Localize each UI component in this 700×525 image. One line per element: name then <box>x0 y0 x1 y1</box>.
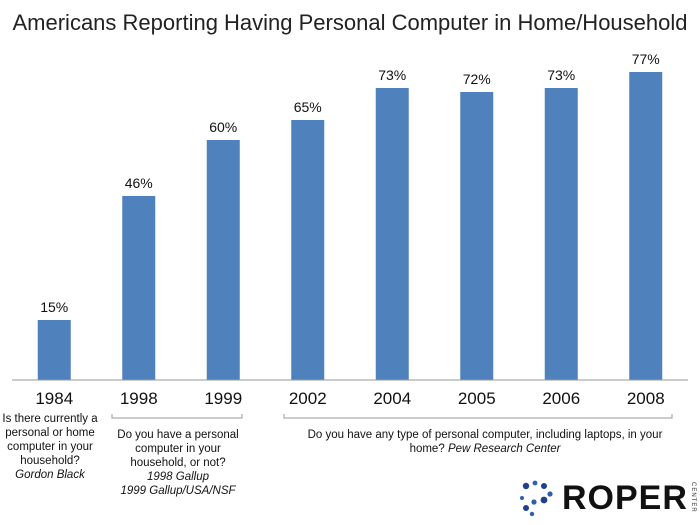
category-label-2002: 2002 <box>289 389 327 408</box>
bar-2005 <box>460 92 494 380</box>
note-1984: Is there currently a personal or home co… <box>0 412 100 482</box>
value-label-1998: 46% <box>125 175 153 191</box>
roper-logo-text: ROPER <box>562 479 688 517</box>
value-label-2006: 73% <box>547 67 575 83</box>
roper-dots-icon <box>520 480 553 517</box>
value-label-2002: 65% <box>294 99 322 115</box>
bar-2004 <box>375 88 409 380</box>
note-pew: Do you have any type of personal compute… <box>290 428 680 456</box>
category-label-1998: 1998 <box>120 389 158 408</box>
note-1984-question: Is there currently a personal or home co… <box>2 413 98 467</box>
bar-1984 <box>37 320 71 380</box>
note-pew-question: Do you have any type of personal compute… <box>307 429 663 455</box>
note-pew-source: Pew Research Center <box>447 443 561 455</box>
category-label-2004: 2004 <box>373 389 411 408</box>
bar-1999 <box>206 140 240 380</box>
note-1984-source: Gordon Black <box>15 469 85 481</box>
value-label-2004: 73% <box>378 67 406 83</box>
category-label-1984: 1984 <box>35 389 73 408</box>
bracket-pew <box>283 414 673 419</box>
value-label-1999: 60% <box>209 119 237 135</box>
note-gallup: Do you have a personal computer in your … <box>108 428 248 498</box>
category-label-2006: 2006 <box>542 389 580 408</box>
category-label-1999: 1999 <box>204 389 242 408</box>
roper-logo: ROPER CENTER <box>518 478 700 518</box>
value-label-2005: 72% <box>463 71 491 87</box>
bar-1998 <box>122 196 156 380</box>
value-label-1984: 15% <box>40 299 68 315</box>
chart-title: Americans Reporting Having Personal Comp… <box>12 10 688 35</box>
roper-logo-subtext: CENTER <box>690 482 696 513</box>
bar-2008 <box>629 72 663 380</box>
note-gallup-source-1999: 1999 Gallup/USA/NSF <box>120 485 236 497</box>
category-label-2008: 2008 <box>627 389 665 408</box>
value-label-2008: 77% <box>632 51 660 67</box>
bar-2006 <box>544 88 578 380</box>
bracket-gallup <box>111 414 243 419</box>
note-gallup-source-1998: 1998 Gallup <box>146 471 210 483</box>
category-label-2005: 2005 <box>458 389 496 408</box>
note-gallup-question: Do you have a personal computer in your … <box>117 429 239 469</box>
bar-2002 <box>291 120 325 380</box>
